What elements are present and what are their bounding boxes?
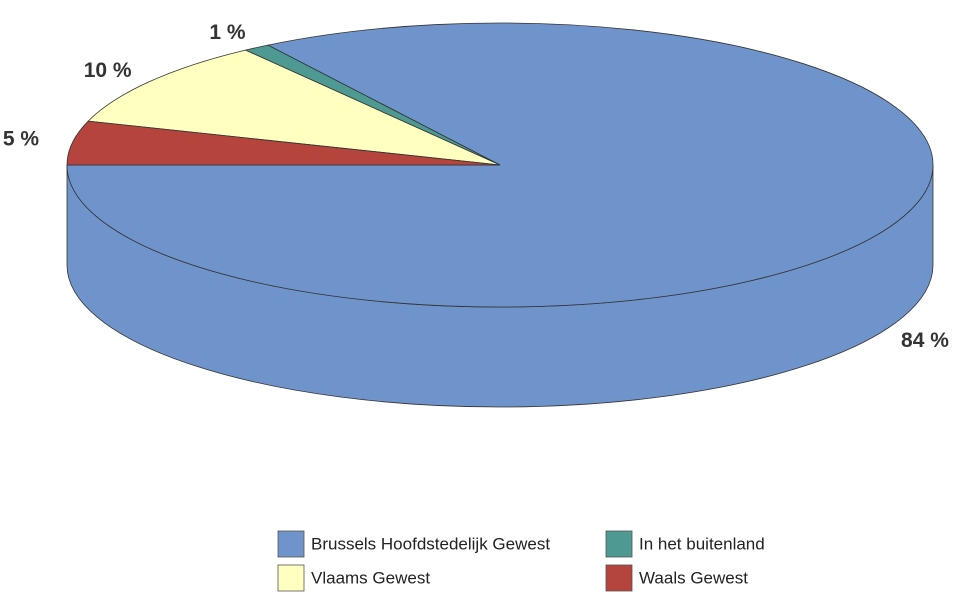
value-label: 5 %: [3, 128, 40, 151]
value-label: 1 %: [209, 21, 246, 44]
legend-swatch: [277, 530, 305, 558]
legend-swatch: [605, 564, 633, 592]
legend-label: Vlaams Gewest: [311, 568, 430, 587]
legend-swatch: [605, 530, 633, 558]
value-label: 10 %: [84, 59, 132, 82]
value-label: 84 %: [901, 329, 949, 352]
pie-slice: [66, 120, 501, 166]
legend-swatch: [277, 564, 305, 592]
legend-label: In het buitenland: [639, 534, 765, 553]
legend-label: Brussels Hoofdstedelijk Gewest: [311, 534, 550, 553]
pie-slice: [87, 49, 501, 166]
legend-label: Waals Gewest: [639, 568, 748, 587]
